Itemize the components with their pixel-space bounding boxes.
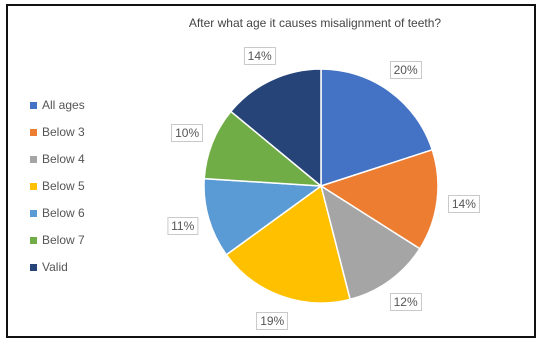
- legend-label: Below 3: [42, 125, 85, 139]
- legend-item: Valid: [30, 260, 85, 287]
- legend-swatch: [30, 183, 37, 190]
- pie-slice-all-ages: [320, 68, 434, 188]
- legend-label: Valid: [42, 260, 68, 274]
- data-label: 14%: [243, 46, 276, 65]
- data-label: 11%: [167, 217, 199, 236]
- pie-slice-below-7: [203, 110, 324, 187]
- legend-swatch: [30, 129, 37, 136]
- pie-slice-below-3: [319, 148, 439, 250]
- data-label: 14%: [447, 195, 480, 214]
- legend-swatch: [30, 264, 37, 271]
- chart-legend: All ages Below 3 Below 4 Below 5 Below 6 Belo…: [30, 98, 85, 287]
- pie-slice-below-5: [225, 184, 352, 304]
- data-label: 12%: [389, 293, 422, 312]
- legend-item: Below 4: [30, 152, 85, 179]
- data-label: 10%: [171, 123, 204, 142]
- legend-item: Below 6: [30, 206, 85, 233]
- legend-item: All ages: [30, 98, 85, 125]
- legend-label: Below 6: [42, 206, 85, 220]
- legend-item: Below 3: [30, 125, 85, 152]
- legend-swatch: [30, 156, 37, 163]
- chart-title: After what age it causes misalignment of…: [188, 16, 442, 30]
- data-label: 19%: [256, 312, 289, 331]
- legend-swatch: [30, 210, 37, 217]
- legend-item: Below 5: [30, 179, 85, 206]
- legend-swatch: [30, 102, 37, 109]
- pie-slice-below-6: [203, 177, 324, 256]
- legend-swatch: [30, 237, 37, 244]
- data-label: 20%: [389, 60, 422, 79]
- legend-label: Below 5: [42, 179, 85, 193]
- legend-label: Below 4: [42, 152, 85, 166]
- pie-slice-below-4: [319, 184, 421, 301]
- legend-label: All ages: [42, 98, 85, 112]
- legend-label: Below 7: [42, 233, 85, 247]
- legend-item: Below 7: [30, 233, 85, 260]
- pie-slice-valid: [229, 68, 322, 188]
